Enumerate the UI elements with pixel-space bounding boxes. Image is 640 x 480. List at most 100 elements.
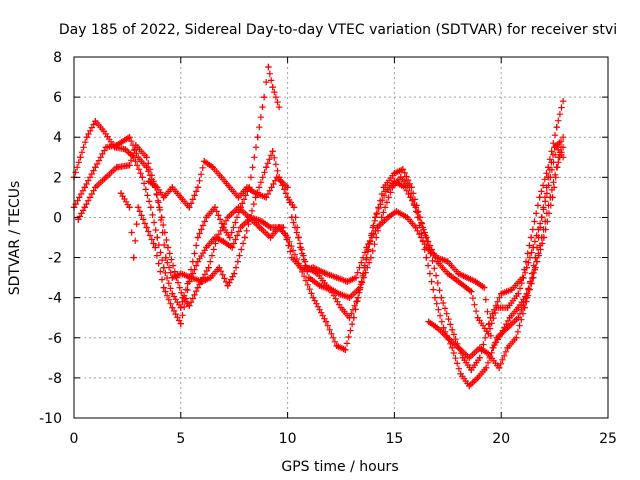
x-tick-label: 25	[599, 431, 617, 447]
data-point	[506, 314, 513, 321]
data-point	[536, 194, 543, 201]
data-point	[440, 324, 447, 331]
data-point	[310, 294, 317, 301]
data-point	[132, 142, 140, 149]
data-point	[154, 184, 161, 191]
data-point	[143, 154, 150, 161]
data-point	[547, 194, 554, 201]
data-point	[248, 214, 255, 221]
data-point	[252, 190, 259, 197]
data-point	[169, 184, 176, 191]
data-point	[342, 346, 349, 353]
data-point	[218, 174, 225, 181]
data-point	[186, 278, 193, 285]
x-tick-label: 15	[385, 431, 403, 447]
data-point	[493, 334, 501, 341]
data-point	[382, 188, 390, 195]
y-tick-label: 4	[53, 130, 62, 146]
y-tick-label: -4	[48, 291, 62, 307]
data-point	[237, 224, 244, 231]
data-point	[397, 174, 404, 181]
data-point	[459, 354, 466, 361]
y-tick-label: -2	[48, 251, 62, 267]
data-point	[474, 374, 481, 382]
data-point	[203, 244, 210, 251]
data-point	[102, 174, 110, 181]
data-point	[160, 284, 167, 291]
data-point	[515, 290, 522, 297]
data-point	[235, 204, 242, 211]
data-point	[265, 63, 272, 71]
data-point	[391, 170, 398, 177]
data-point	[468, 288, 475, 295]
data-point	[504, 324, 511, 331]
data-point	[455, 278, 462, 285]
data-point	[384, 214, 392, 221]
data-point	[444, 334, 451, 341]
data-point	[414, 214, 422, 221]
data-point	[545, 174, 552, 181]
data-point	[335, 290, 343, 297]
data-point	[521, 304, 528, 311]
data-point	[367, 254, 375, 261]
data-point	[211, 234, 219, 241]
data-point	[243, 184, 251, 191]
data-point	[433, 254, 441, 261]
ticks	[73, 56, 609, 419]
x-tick-label: 0	[70, 431, 79, 447]
data-point	[504, 304, 511, 311]
data-point	[333, 274, 340, 281]
data-point	[269, 148, 276, 155]
data-point	[226, 184, 234, 191]
data-point	[284, 194, 291, 201]
data-point	[267, 234, 274, 241]
series-4	[117, 134, 567, 351]
data-point	[380, 184, 387, 191]
data-point	[532, 254, 539, 261]
data-point	[81, 204, 88, 211]
data-point	[220, 238, 227, 245]
data-point	[273, 174, 281, 181]
series-5	[145, 138, 565, 390]
y-tick-label: -6	[48, 331, 62, 347]
y-tick-label: 2	[53, 170, 62, 186]
data-point	[483, 364, 490, 372]
data-point	[303, 264, 310, 271]
data-point	[363, 244, 370, 251]
data-point	[444, 258, 451, 265]
data-point	[455, 344, 462, 351]
data-point	[267, 224, 274, 231]
data-point	[559, 144, 567, 151]
data-point	[134, 204, 142, 211]
data-point	[143, 164, 150, 171]
data-point	[404, 214, 411, 221]
data-point	[399, 166, 407, 173]
data-point	[113, 142, 120, 149]
data-point	[530, 274, 537, 281]
data-point	[126, 162, 133, 169]
data-point	[344, 278, 351, 285]
data-point	[295, 234, 302, 241]
data-point	[513, 334, 520, 341]
data-point	[228, 244, 236, 251]
data-point	[553, 124, 560, 131]
data-point	[357, 284, 364, 291]
data-point	[448, 344, 456, 351]
data-point	[152, 244, 159, 251]
x-axis-label: GPS time / hours	[281, 459, 398, 475]
data-point	[113, 164, 120, 171]
y-axis-label: SDTVAR / TECUs	[7, 181, 23, 296]
data-point	[468, 366, 475, 374]
data-point	[102, 144, 110, 151]
data-point	[412, 224, 419, 231]
data-point	[290, 204, 298, 211]
data-point	[425, 318, 432, 325]
data-point	[194, 284, 202, 291]
x-tick-label: 20	[492, 431, 510, 447]
data-point	[77, 154, 84, 161]
data-point	[117, 190, 125, 197]
y-tick-label: -8	[48, 371, 62, 387]
data-point	[203, 214, 210, 221]
data-point	[134, 154, 142, 161]
